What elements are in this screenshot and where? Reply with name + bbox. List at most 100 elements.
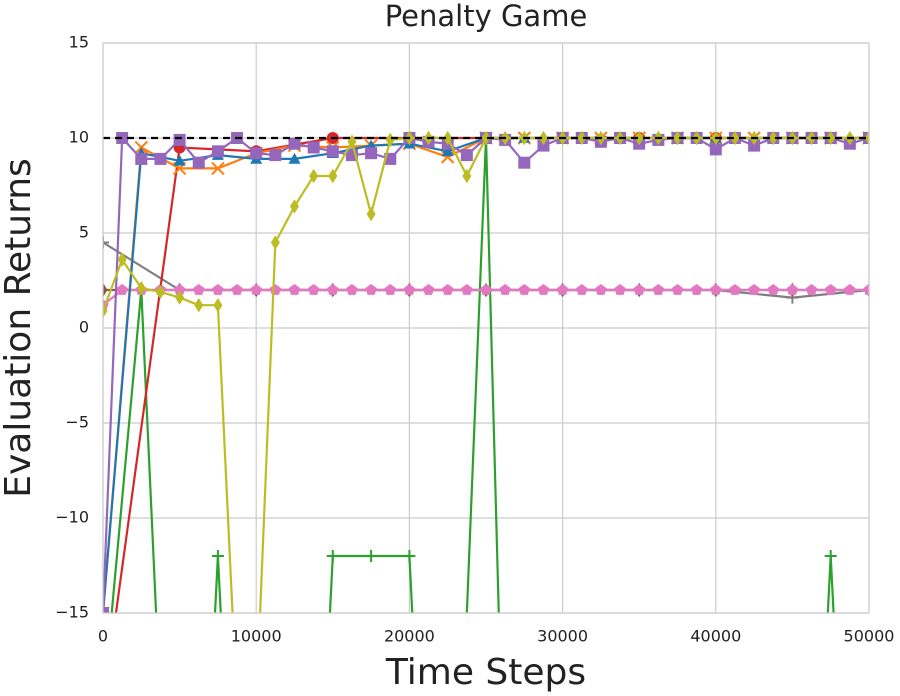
- marker: [481, 130, 491, 146]
- marker: [307, 141, 320, 154]
- marker: [441, 145, 454, 157]
- marker: [634, 130, 644, 146]
- marker: [212, 284, 224, 295]
- marker: [327, 284, 339, 295]
- marker: [443, 130, 453, 146]
- marker: [346, 284, 358, 295]
- marker: [288, 284, 301, 295]
- marker: [690, 284, 703, 295]
- marker: [269, 149, 282, 162]
- marker: [211, 145, 224, 158]
- y-tick-label: 5: [79, 223, 89, 242]
- marker: [213, 298, 223, 313]
- marker: [537, 284, 550, 295]
- marker: [211, 550, 224, 562]
- marker: [595, 284, 607, 295]
- marker: [103, 303, 108, 319]
- marker: [103, 282, 108, 298]
- y-tick-label: −10: [55, 508, 89, 527]
- marker: [403, 284, 416, 295]
- marker: [175, 290, 185, 305]
- marker: [805, 284, 818, 295]
- marker: [116, 132, 129, 144]
- series-line: [110, 137, 835, 613]
- marker: [365, 147, 378, 160]
- marker: [824, 284, 837, 295]
- marker: [385, 132, 395, 148]
- marker: [518, 284, 531, 295]
- marker: [288, 137, 301, 150]
- marker: [499, 284, 511, 295]
- marker: [135, 152, 148, 165]
- marker: [328, 168, 338, 184]
- y-axis-label: Evaluation Returns: [0, 158, 39, 498]
- marker: [461, 284, 473, 295]
- marker: [422, 284, 435, 295]
- x-tick-label: 40000: [690, 627, 741, 646]
- marker: [576, 284, 588, 295]
- chart-title: Penalty Game: [385, 0, 588, 33]
- marker: [709, 143, 722, 156]
- marker: [863, 284, 869, 295]
- marker: [211, 161, 225, 176]
- plot-frame: [102, 42, 870, 614]
- y-tick-label: −15: [55, 603, 89, 622]
- marker: [173, 284, 186, 295]
- y-tick-label: 0: [79, 318, 89, 337]
- marker: [462, 168, 472, 184]
- marker: [136, 280, 146, 296]
- x-tick-label: 50000: [844, 627, 895, 646]
- y-tick-label: 15: [69, 33, 89, 52]
- marker: [307, 284, 320, 295]
- marker: [155, 284, 165, 300]
- marker: [518, 156, 531, 169]
- marker: [729, 284, 741, 295]
- marker: [577, 130, 587, 146]
- marker: [864, 130, 869, 146]
- x-axis-label: Time Steps: [385, 652, 586, 693]
- marker: [748, 284, 760, 295]
- marker: [537, 139, 550, 152]
- x-tick-label: 20000: [384, 627, 435, 646]
- marker: [365, 284, 377, 295]
- marker: [786, 284, 799, 295]
- marker: [730, 130, 740, 146]
- marker: [270, 235, 280, 250]
- marker: [173, 154, 186, 166]
- marker: [480, 284, 492, 295]
- marker: [366, 206, 376, 222]
- marker: [194, 298, 204, 313]
- x-tick-label: 30000: [537, 627, 588, 646]
- marker: [326, 145, 339, 158]
- marker: [116, 284, 128, 295]
- x-tick-label: 10000: [231, 627, 282, 646]
- marker: [365, 550, 378, 562]
- marker: [309, 168, 319, 184]
- marker: [768, 130, 778, 146]
- marker: [250, 147, 263, 160]
- marker: [403, 550, 416, 562]
- marker: [441, 284, 454, 295]
- y-tick-label: 10: [69, 128, 89, 147]
- marker: [117, 252, 127, 267]
- marker: [288, 152, 301, 164]
- marker: [767, 284, 779, 295]
- marker: [614, 284, 626, 295]
- marker: [103, 607, 109, 613]
- marker: [633, 284, 645, 295]
- marker: [326, 550, 339, 562]
- marker: [193, 284, 205, 295]
- marker: [710, 284, 722, 295]
- marker: [673, 130, 682, 146]
- y-tick-label: −5: [65, 413, 89, 432]
- marker: [671, 284, 684, 295]
- marker: [290, 199, 299, 214]
- marker: [844, 284, 856, 295]
- marker: [231, 284, 243, 295]
- marker: [824, 550, 837, 562]
- x-tick-label: 0: [98, 627, 108, 646]
- marker: [826, 130, 836, 146]
- marker: [173, 133, 186, 146]
- marker: [103, 236, 109, 249]
